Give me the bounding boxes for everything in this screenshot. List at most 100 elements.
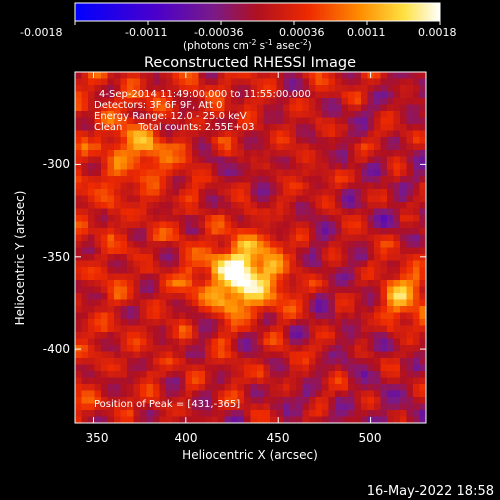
heatmap-cell (198, 117, 206, 125)
heatmap-cell (393, 410, 401, 417)
heatmap-cell (393, 130, 401, 138)
heatmap-cell (218, 267, 225, 274)
heatmap-cell (309, 137, 316, 144)
heatmap-cell (283, 169, 290, 177)
heatmap-cell (315, 358, 323, 365)
heatmap-cell (387, 371, 394, 378)
heatmap-cell (276, 195, 284, 203)
heatmap-cell (276, 410, 284, 417)
heatmap-cell (328, 325, 336, 333)
heatmap-cell (413, 169, 420, 177)
heatmap-cell (419, 325, 426, 333)
heatmap-cell (263, 189, 271, 196)
heatmap-cell (413, 390, 420, 398)
heatmap-cell (348, 254, 355, 261)
heatmap-cell (335, 293, 342, 300)
heatmap-cell (133, 124, 141, 131)
heatmap-cell (413, 260, 420, 268)
heatmap-cell (120, 130, 128, 138)
heatmap-cell (270, 130, 277, 138)
heatmap-cell (413, 117, 420, 125)
heatmap-cell (75, 280, 82, 287)
heatmap-cell (166, 377, 173, 385)
heatmap-cell (133, 189, 141, 196)
heatmap-cell (101, 130, 108, 138)
heatmap-cell (270, 390, 277, 398)
heatmap-cell (237, 156, 245, 164)
heatmap-cell (185, 312, 193, 320)
heatmap-cell (257, 143, 264, 151)
heatmap-cell (166, 280, 173, 287)
heatmap-cell (276, 267, 284, 274)
heatmap-cell (315, 72, 323, 79)
heatmap-cell (231, 234, 238, 242)
heatmap-cell (146, 91, 154, 99)
heatmap-cell (387, 410, 394, 417)
heatmap-cell (107, 156, 115, 164)
heatmap-cell (419, 260, 426, 268)
heatmap-cell (406, 215, 414, 222)
heatmap-cell (244, 221, 251, 229)
heatmap-cell (75, 176, 82, 183)
heatmap-cell (159, 371, 167, 378)
heatmap-cell (159, 325, 167, 333)
heatmap-cell (361, 241, 368, 248)
heatmap-cell (88, 195, 95, 203)
heatmap-cell (419, 111, 426, 118)
colorbar-tick-label: 0.0018 (418, 26, 457, 39)
y-axis-label: Heliocentric Y (arcsec) (13, 191, 27, 326)
heatmap-cell (218, 397, 225, 404)
heatmap-cell (419, 156, 426, 164)
heatmap-cell (270, 208, 277, 216)
heatmap-cell (380, 410, 388, 417)
heatmap-cell (120, 299, 128, 307)
heatmap-cell (361, 91, 368, 99)
heatmap-cell (393, 286, 401, 294)
heatmap-cell (146, 182, 154, 190)
heatmap-cell (315, 397, 323, 404)
heatmap-cell (244, 410, 251, 417)
heatmap-cell (88, 130, 95, 138)
heatmap-cell (94, 130, 102, 138)
heatmap-cell (309, 384, 316, 391)
heatmap-cell (419, 332, 426, 339)
heatmap-cell (361, 254, 368, 261)
heatmap-cell (367, 280, 375, 287)
heatmap-cell (192, 358, 199, 365)
heatmap-cell (211, 293, 219, 300)
heatmap-cell (244, 319, 251, 326)
heatmap-cell (179, 176, 186, 183)
heatmap-cell (328, 319, 336, 326)
heatmap-cell (211, 325, 219, 333)
heatmap-cell (140, 267, 147, 274)
heatmap-cell (315, 163, 323, 170)
heatmap-cell (380, 273, 388, 281)
heatmap-cell (270, 280, 277, 287)
heatmap-cell (127, 202, 134, 209)
heatmap-cell (380, 228, 388, 235)
heatmap-cell (354, 293, 362, 300)
heatmap-cell (400, 416, 407, 423)
heatmap-cell (400, 189, 407, 196)
heatmap-cell (205, 332, 212, 339)
heatmap-cell (335, 150, 342, 157)
heatmap-cell (393, 293, 401, 300)
heatmap-cell (146, 176, 154, 183)
heatmap-cell (146, 351, 154, 359)
heatmap-cell (413, 208, 420, 216)
heatmap-cell (380, 306, 388, 313)
heatmap-cell (192, 351, 199, 359)
heatmap-cell (166, 78, 173, 86)
heatmap-cell (322, 299, 329, 307)
heatmap-cell (309, 338, 316, 346)
heatmap-cell (237, 280, 245, 287)
heatmap-cell (348, 176, 355, 183)
heatmap-cell (185, 299, 193, 307)
heatmap-cell (413, 397, 420, 404)
heatmap-cell (244, 377, 251, 385)
heatmap-cell (107, 267, 115, 274)
heatmap-cell (374, 98, 381, 105)
heatmap-cell (198, 254, 206, 261)
heatmap-cell (107, 273, 115, 281)
heatmap-cell (296, 241, 303, 248)
